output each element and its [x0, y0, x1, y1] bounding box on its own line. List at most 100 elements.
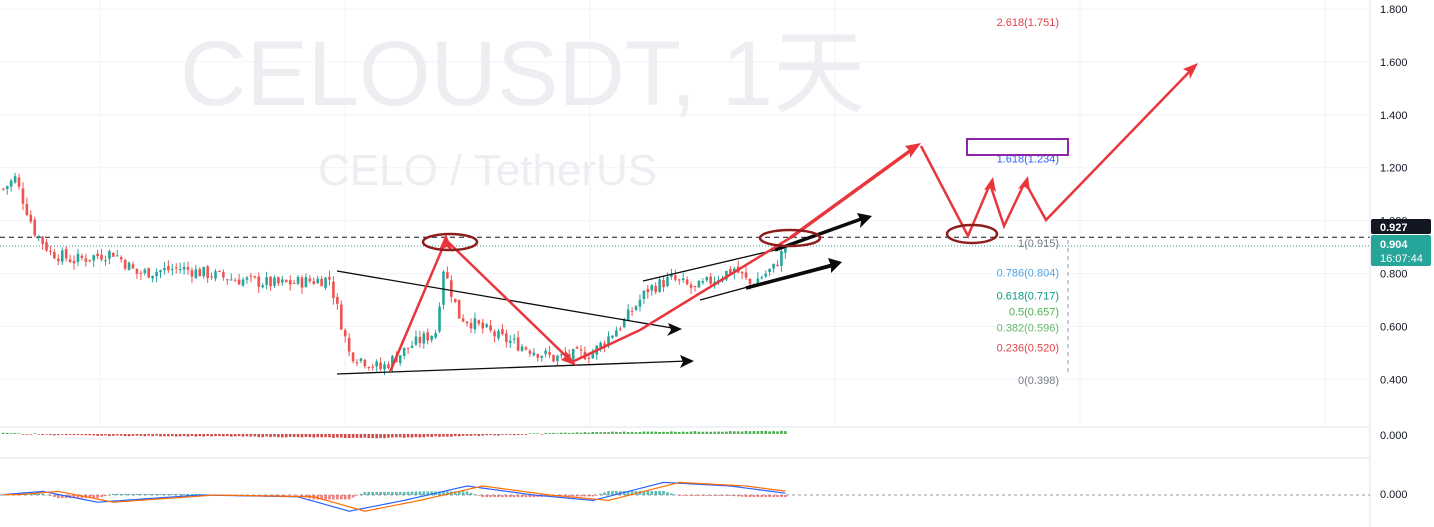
oscillator-histogram-bar — [151, 493, 154, 495]
red-wave-path[interactable] — [388, 237, 641, 373]
oscillator-histogram-bar — [316, 495, 319, 500]
oscillator-histogram-bar — [261, 495, 264, 496]
oscillator-histogram-bar — [60, 495, 64, 499]
oscillator-histogram-bar — [104, 495, 107, 496]
oscillator-histogram-bar — [760, 495, 764, 498]
volume-delta-bar — [579, 432, 583, 434]
oscillator-histogram-bar — [163, 493, 166, 495]
oscillator-histogram-bar — [670, 493, 673, 495]
volume-delta-bar — [709, 431, 712, 434]
red-projection-path[interactable] — [388, 63, 1198, 373]
oscillator-histogram-bar — [780, 495, 783, 498]
volume-delta-bar — [332, 434, 335, 438]
volume-delta-bar — [336, 434, 339, 438]
volume-delta-bar — [379, 434, 382, 439]
candle-body — [776, 264, 779, 266]
oscillator-histogram-bar — [284, 495, 288, 496]
candle-body — [615, 330, 618, 337]
red-retest-path-2[interactable] — [988, 181, 1027, 230]
volume-delta-bar — [638, 432, 642, 434]
fib-level-label[interactable]: 2.618(1.751) — [997, 17, 1059, 29]
volume-delta-bar — [556, 433, 559, 434]
candle-body — [167, 266, 170, 271]
oscillator-histogram-bar — [721, 495, 724, 496]
volume-delta-bar — [626, 432, 630, 434]
oscillator-histogram-bar — [277, 495, 280, 496]
fib-level-label[interactable]: 1(0.915) — [1018, 238, 1059, 250]
volume-delta-bar — [395, 434, 398, 438]
black-trendlines[interactable] — [336, 213, 872, 375]
channel-upper-breakout-arrow[interactable] — [774, 216, 865, 252]
volume-delta-bar — [104, 434, 107, 436]
channel-upper-line[interactable] — [642, 249, 776, 282]
volume-delta-bar — [619, 432, 622, 434]
volume-delta-bar — [780, 430, 783, 434]
ellipse-retest-zone[interactable] — [945, 223, 999, 245]
candle-body — [226, 279, 229, 281]
oscillator-histogram-bar — [587, 495, 591, 497]
candle-body — [296, 276, 300, 284]
candle-body — [473, 318, 477, 330]
fib-level-label[interactable]: 0.5(0.657) — [1009, 306, 1059, 318]
volume-delta-bar — [100, 434, 103, 436]
volume-delta-bar — [170, 434, 174, 437]
channel-lower-breakout-arrow[interactable] — [745, 263, 835, 290]
volume-delta-bar — [226, 434, 229, 437]
candle-body — [328, 276, 331, 280]
volume-delta-bar — [477, 434, 481, 436]
oscillator-histogram-bar — [662, 491, 665, 495]
oscillator-histogram-bar — [131, 493, 135, 495]
volume-delta-bar — [410, 434, 414, 438]
volume-delta-bar — [88, 434, 92, 436]
red-trend-up-line[interactable] — [639, 236, 791, 332]
candle-body — [222, 272, 225, 278]
candle-body — [332, 281, 335, 299]
fib-level-label[interactable]: 0.236(0.520) — [997, 343, 1059, 355]
volume-delta-bar — [662, 431, 665, 434]
oscillator-histogram-bar — [119, 493, 123, 495]
red-retest-path[interactable] — [919, 145, 992, 239]
volume-delta-bar — [300, 434, 304, 438]
oscillator-histogram-bar — [595, 495, 599, 496]
candle-body — [784, 247, 787, 253]
oscillator-histogram-bar — [508, 495, 512, 498]
candle-body — [170, 269, 174, 271]
candle-body — [544, 350, 547, 355]
oscillator-histogram-bar — [170, 493, 174, 495]
volume-delta-bar — [218, 434, 221, 437]
oscillator-histogram-bar — [713, 495, 716, 496]
candle-body — [677, 279, 681, 281]
volume-delta-bar — [760, 430, 764, 434]
volume-delta-bar — [383, 434, 386, 439]
red-final-rally-path[interactable] — [1023, 67, 1194, 223]
fib-level-label[interactable]: 1.618(1.234) — [997, 154, 1059, 166]
volume-delta-bar — [9, 433, 13, 434]
fib-level-label[interactable]: 0(0.398) — [1018, 375, 1059, 387]
fib-level-label[interactable]: 0.382(0.596) — [997, 322, 1059, 334]
fibonacci-levels[interactable]: 2.618(1.751) 1.618(1.234) 1(0.915) 0.786(0.… — [997, 17, 1059, 387]
volume-delta-bar — [64, 434, 68, 436]
fib-level-label[interactable]: 0.786(0.804) — [997, 267, 1059, 279]
oscillator-histogram-bar — [677, 495, 681, 496]
oscillator-histogram-bar — [784, 495, 787, 498]
triangle-lower-trendline[interactable] — [336, 360, 689, 375]
oscillator-histogram-bar — [147, 493, 151, 495]
oscillator-histogram-bar — [49, 495, 52, 496]
red-breakout-arrow[interactable] — [788, 146, 916, 240]
ellipse-breakout-zone[interactable] — [758, 228, 822, 248]
candle-body — [548, 352, 551, 355]
watermark-name: CELO / TetherUS — [318, 146, 657, 195]
ellipse-prior-high[interactable] — [421, 232, 479, 252]
oscillator-histogram-bar — [100, 495, 103, 498]
ellipse-highlights[interactable] — [421, 223, 999, 252]
fib-level-label[interactable]: 0.618(0.717) — [997, 290, 1059, 302]
candle-body — [53, 252, 56, 259]
candle-body — [709, 276, 712, 284]
volume-delta-bar — [167, 434, 170, 437]
volume-delta-bar — [677, 431, 681, 434]
candle-body — [744, 272, 748, 278]
volume-delta-bar — [426, 434, 430, 437]
oscillator-histogram-bar — [497, 495, 500, 498]
